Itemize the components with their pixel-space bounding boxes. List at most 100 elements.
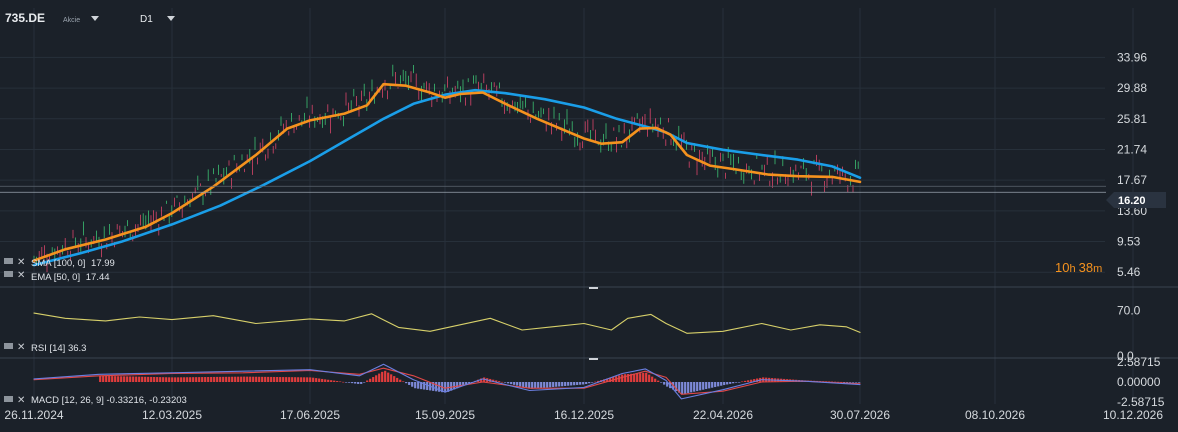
- svg-text:SMA [100, 0] 17.99: SMA [100, 0] 17.99: [31, 258, 115, 269]
- macd-histogram-bar-97: [390, 374, 393, 382]
- date-axis-label: 26.11.2024: [4, 408, 63, 422]
- countdown-hours: 10: [1055, 260, 1069, 275]
- rsi-legend[interactable]: ✕ RSI [14] 36.3: [4, 342, 86, 354]
- macd-histogram-bar-20: [159, 377, 162, 382]
- macd-axis-label: 2.58715: [1117, 355, 1161, 369]
- macd-histogram-bar-27: [180, 377, 183, 382]
- symbol-label[interactable]: 735.DE: [5, 11, 45, 25]
- macd-histogram-bar-33: [198, 377, 201, 382]
- macd-histogram-bar-12: [135, 376, 138, 382]
- macd-histogram-bar-22: [165, 377, 168, 382]
- macd-histogram-bar-135: [504, 382, 507, 383]
- sma-close-icon[interactable]: ✕: [17, 257, 25, 268]
- macd-settings-icon[interactable]: [4, 396, 13, 402]
- timeframe-label[interactable]: D1: [140, 14, 153, 25]
- macd-histogram-bar-247: [840, 381, 843, 383]
- macd-histogram-bar-64: [291, 377, 294, 382]
- macd-histogram-bar-188: [663, 382, 666, 385]
- macd-histogram-bar-199: [696, 382, 699, 392]
- sma-line: [32, 88, 862, 267]
- macd-histogram-bar-105: [414, 382, 417, 389]
- macd-panel-resize-handle[interactable]: [589, 358, 598, 360]
- rsi-panel-resize-handle[interactable]: [589, 287, 598, 289]
- price-axis-label: 17.67: [1117, 173, 1147, 187]
- macd-histogram-bar-159: [576, 382, 579, 385]
- macd-histogram-bar-118: [453, 382, 456, 390]
- macd-histogram-bar-207: [720, 382, 723, 386]
- macd-histogram-bar-49: [246, 376, 249, 382]
- macd-close-icon[interactable]: ✕: [17, 395, 25, 406]
- price-axis-label: 21.74: [1117, 142, 1147, 156]
- macd-histogram-bar-98: [393, 376, 396, 382]
- macd-histogram-bar-83: [348, 382, 351, 383]
- macd-histogram-bar-246: [837, 381, 840, 383]
- macd-histogram-bar-117: [450, 382, 453, 391]
- macd-axis-label: 0.00000: [1117, 375, 1161, 389]
- sma-legend[interactable]: ✕ SMA [100, 0] 17.99: [4, 257, 115, 269]
- macd-histogram-bar-57: [270, 376, 273, 382]
- macd-histogram-bar-39: [216, 376, 219, 382]
- sma-legend-name: SMA [100, 0]: [31, 258, 85, 269]
- macd-histogram-bar-26: [177, 377, 180, 382]
- ema-legend[interactable]: ✕ EMA [50, 0] 17.44: [4, 270, 110, 283]
- macd-histogram-bar-30: [189, 377, 192, 382]
- macd-histogram-bar-0: [99, 375, 102, 382]
- macd-histogram-bar-87: [360, 382, 363, 384]
- symbol-chevron-down-icon[interactable]: [91, 16, 99, 21]
- price-axis-label: 33.96: [1117, 50, 1147, 64]
- macd-histogram-bar-244: [831, 381, 834, 383]
- macd-histogram-bar-209: [726, 382, 729, 385]
- date-axis-label: 15.09.2025: [415, 408, 475, 422]
- macd-histogram-bar-50: [249, 376, 252, 382]
- sma-settings-icon[interactable]: [4, 258, 13, 264]
- macd-histogram-bar-86: [357, 382, 360, 384]
- macd-histogram-bar-166: [597, 380, 600, 382]
- ema-close-icon[interactable]: ✕: [17, 270, 25, 281]
- ema-line: [32, 82, 862, 262]
- macd-histogram-bar-56: [267, 376, 270, 382]
- macd-histogram-bar-67: [300, 377, 303, 382]
- macd-histogram-bar-104: [411, 382, 414, 387]
- price-axis-label: 25.81: [1117, 112, 1147, 126]
- macd-histogram-bar-91: [372, 377, 375, 382]
- macd-histogram-bar-45: [234, 376, 237, 382]
- macd-histogram-bar-176: [627, 373, 630, 382]
- macd-histogram-bar-164: [591, 382, 594, 383]
- macd-histogram-bar-107: [420, 382, 423, 390]
- macd-histogram-bar-15: [144, 376, 147, 382]
- macd-histogram-bar-196: [687, 382, 690, 394]
- macd-histogram-bar-245: [834, 381, 837, 383]
- macd-histogram-bar-174: [621, 374, 624, 382]
- macd-histogram-bar-54: [261, 376, 264, 382]
- macd-histogram-bar-44: [231, 376, 234, 382]
- macd-histogram-bar-162: [585, 382, 588, 385]
- rsi-axis-label: 70.0: [1117, 304, 1141, 318]
- macd-histogram-bar-23: [168, 377, 171, 382]
- macd-histogram-bar-211: [732, 382, 735, 384]
- price-axis-label: 5.46: [1117, 265, 1141, 279]
- macd-histogram-bar-55: [264, 376, 267, 382]
- macd-histogram-bar-154: [561, 382, 564, 387]
- current-price-label: 16.20: [1118, 195, 1146, 207]
- macd-histogram-bar-131: [492, 379, 495, 382]
- macd-histogram-bar-76: [327, 379, 330, 382]
- macd-histogram-bar-96: [387, 372, 390, 382]
- macd-histogram-bar-144: [531, 382, 534, 389]
- macd-histogram-bar-149: [546, 382, 549, 388]
- ema-settings-icon[interactable]: [4, 271, 13, 277]
- rsi-settings-icon[interactable]: [4, 343, 13, 349]
- macd-histogram-bar-145: [534, 382, 537, 389]
- macd-legend[interactable]: ✕ MACD [12, 26, 9] -0.33216, -0.23203: [4, 395, 187, 406]
- timeframe-chevron-down-icon[interactable]: [167, 16, 175, 21]
- macd-histogram-bar-2: [105, 375, 108, 382]
- macd-histogram-bar-250: [849, 382, 852, 383]
- macd-histogram-bar-206: [717, 382, 720, 387]
- macd-histogram-bar-101: [402, 381, 405, 383]
- macd-histogram-bar-120: [459, 382, 462, 388]
- rsi-close-icon[interactable]: ✕: [17, 342, 25, 353]
- macd-histogram-bar-60: [279, 377, 282, 382]
- date-axis-label: 30.07.2026: [830, 408, 890, 422]
- macd-histogram-bar-251: [852, 382, 855, 383]
